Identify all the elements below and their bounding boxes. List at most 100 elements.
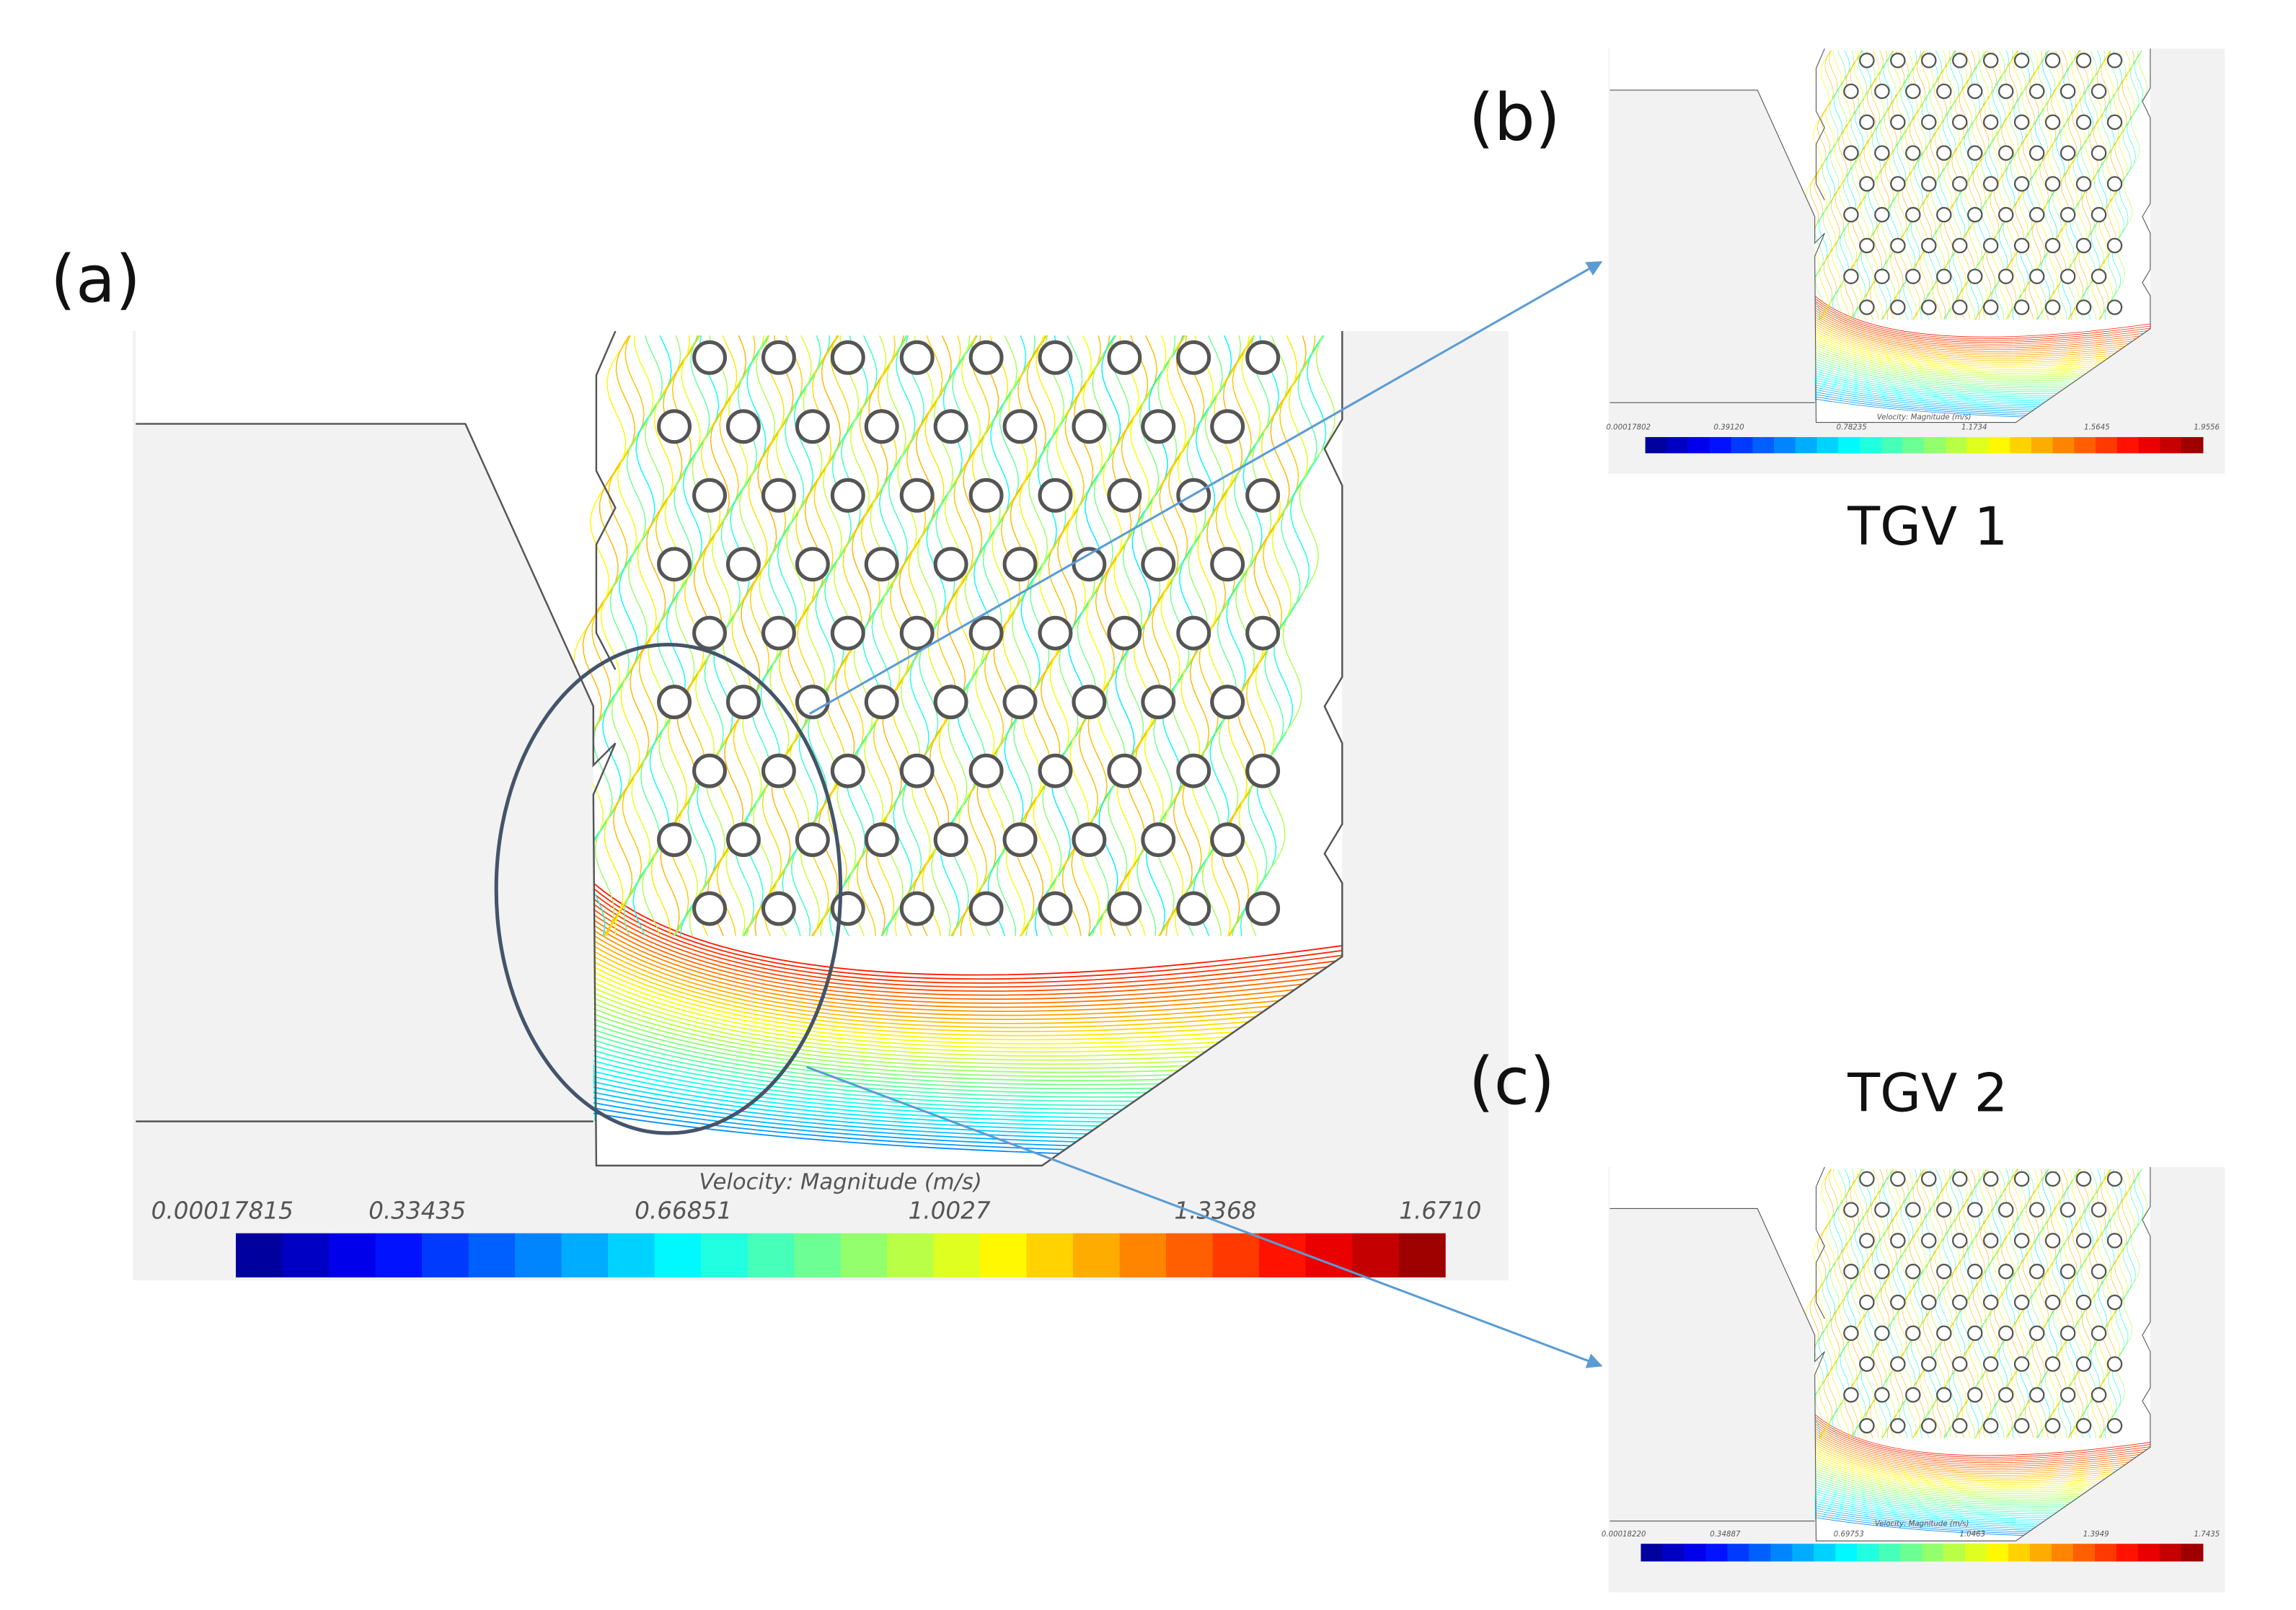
colorbar-segment xyxy=(1878,1544,1901,1562)
colorbar-segment xyxy=(1900,1544,1922,1562)
colorbar-segment xyxy=(1749,1544,1771,1562)
colorbar-segment xyxy=(1166,1233,1214,1277)
colorbar-segment xyxy=(515,1233,562,1277)
colorbar-tick-label: 0.33435 xyxy=(368,1197,466,1224)
colorbar-tick-label: 1.3949 xyxy=(2083,1531,2109,1539)
colorbar-tick-label: 1.5645 xyxy=(2084,424,2110,432)
colorbar-segment xyxy=(1305,1233,1353,1277)
colorbar-segment xyxy=(329,1233,376,1277)
highlight-ellipse xyxy=(494,643,843,1135)
colorbar-segment xyxy=(933,1233,981,1277)
colorbar-segment xyxy=(1922,1544,1944,1562)
colorbar-segment xyxy=(1398,1233,1446,1277)
colorbar-tick-label: 0.39120 xyxy=(1714,424,1744,432)
colorbar-segment xyxy=(1073,1233,1121,1277)
colorbar-segment xyxy=(1688,436,1710,454)
colorbar-segment xyxy=(1684,1544,1707,1562)
colorbar-segment xyxy=(1662,1544,1685,1562)
colorbar-segment xyxy=(2138,436,2160,454)
colorbar-tick-label: 0.00018220 xyxy=(1602,1531,1646,1539)
colorbar-segment xyxy=(2159,1544,2182,1562)
colorbar-segment xyxy=(2096,436,2118,454)
colorbar-segment xyxy=(1792,1544,1814,1562)
colorbar-tick-label: 1.1734 xyxy=(1961,424,1987,432)
colorbar-segment xyxy=(2030,1544,2052,1562)
colorbar-segment xyxy=(2137,1544,2160,1562)
colorbar-segment xyxy=(1645,436,1667,454)
colorbar-segment xyxy=(2052,436,2075,454)
flow-field xyxy=(1609,1167,2225,1593)
colorbar-segment xyxy=(1727,1544,1749,1562)
colorbar-segment xyxy=(561,1233,609,1277)
colorbar-segment xyxy=(1119,1233,1167,1277)
colorbar-segment xyxy=(1352,1233,1400,1277)
colorbar-tick-label: 1.0463 xyxy=(1959,1531,1985,1539)
colorbar-segment xyxy=(1666,436,1689,454)
colorbar: Velocity: Magnitude (m/s) 0.00017815 0.334… xyxy=(151,1169,1481,1277)
colorbar: Velocity: Magnitude (m/s) 0.00017802 0.391… xyxy=(1606,413,2220,454)
colorbar-segment xyxy=(840,1233,888,1277)
colorbar-segment xyxy=(1814,1544,1836,1562)
colorbar-segment xyxy=(1924,436,1946,454)
colorbar-segment xyxy=(794,1233,842,1277)
colorbar-tick-label: 1.0027 xyxy=(908,1197,990,1224)
colorbar-segment xyxy=(608,1233,655,1277)
colorbar-segment xyxy=(2010,436,2032,454)
colorbar-segment xyxy=(1943,1544,1966,1562)
colorbar-segment xyxy=(1859,436,1882,454)
panel-label: (c) xyxy=(1469,1044,1555,1119)
colorbar-segment xyxy=(236,1233,283,1277)
colorbar-segment xyxy=(1795,436,1818,454)
arrow xyxy=(808,260,1603,715)
colorbar-segment xyxy=(1857,1544,1879,1562)
flow-field xyxy=(1609,48,2225,474)
colorbar-segment xyxy=(747,1233,795,1277)
colorbar-tick-label: 0.00017802 xyxy=(1606,424,1651,432)
panel-label: (a) xyxy=(50,242,141,317)
colorbar-title: Velocity: Magnitude (m/s) xyxy=(1877,413,1972,421)
colorbar-segment xyxy=(1705,1544,1728,1562)
colorbar-segment xyxy=(2181,436,2204,454)
colorbar-segment xyxy=(1988,436,2010,454)
colorbar-tick-label: 0.00017815 xyxy=(151,1197,293,1224)
colorbar-segment xyxy=(2008,1544,2031,1562)
colorbar-segment xyxy=(980,1233,1028,1277)
colorbar-segment xyxy=(1881,436,1904,454)
colorbar-tick-label: 1.9556 xyxy=(2194,424,2220,432)
flow-field xyxy=(133,331,1509,1280)
panel-caption: TGV 1 xyxy=(1847,496,2008,558)
colorbar-segment xyxy=(1902,436,1925,454)
colorbar-segment xyxy=(1774,436,1796,454)
colorbar-segment xyxy=(654,1233,702,1277)
colorbar-title: Velocity: Magnitude (m/s) xyxy=(1875,1521,1969,1528)
colorbar-segment xyxy=(2116,436,2140,454)
colorbar-segment xyxy=(375,1233,423,1277)
colorbar-segment xyxy=(1026,1233,1074,1277)
colorbar-segment xyxy=(701,1233,749,1277)
colorbar-tick-label: 0.34887 xyxy=(1710,1531,1741,1539)
colorbar-segment xyxy=(2094,1544,2117,1562)
colorbar-segment xyxy=(2052,1544,2074,1562)
colorbar-segment xyxy=(1987,1544,2009,1562)
colorbar-segment xyxy=(1816,436,1839,454)
colorbar-segment xyxy=(1731,436,1753,454)
colorbar-segment xyxy=(1752,436,1775,454)
colorbar-tick-label: 1.6710 xyxy=(1399,1197,1481,1224)
panel-label: (b) xyxy=(1469,81,1560,156)
colorbar-tick-label: 0.78235 xyxy=(1837,424,1867,432)
colorbar-segment xyxy=(1709,436,1732,454)
colorbar-segment xyxy=(2074,436,2096,454)
colorbar-segment xyxy=(282,1233,330,1277)
colorbar-tick-label: 1.7435 xyxy=(2194,1531,2220,1539)
colorbar-segment xyxy=(468,1233,516,1277)
colorbar-tick-label: 0.69753 xyxy=(1834,1531,1864,1539)
colorbar-segment xyxy=(1641,1544,1664,1562)
colorbar-segment xyxy=(887,1233,935,1277)
arrow xyxy=(806,1065,1603,1368)
colorbar-tick-label: 0.66851 xyxy=(635,1197,732,1224)
colorbar-segment xyxy=(1838,436,1860,454)
colorbar-segment xyxy=(1945,436,1968,454)
colorbar-segment xyxy=(1966,436,1990,454)
